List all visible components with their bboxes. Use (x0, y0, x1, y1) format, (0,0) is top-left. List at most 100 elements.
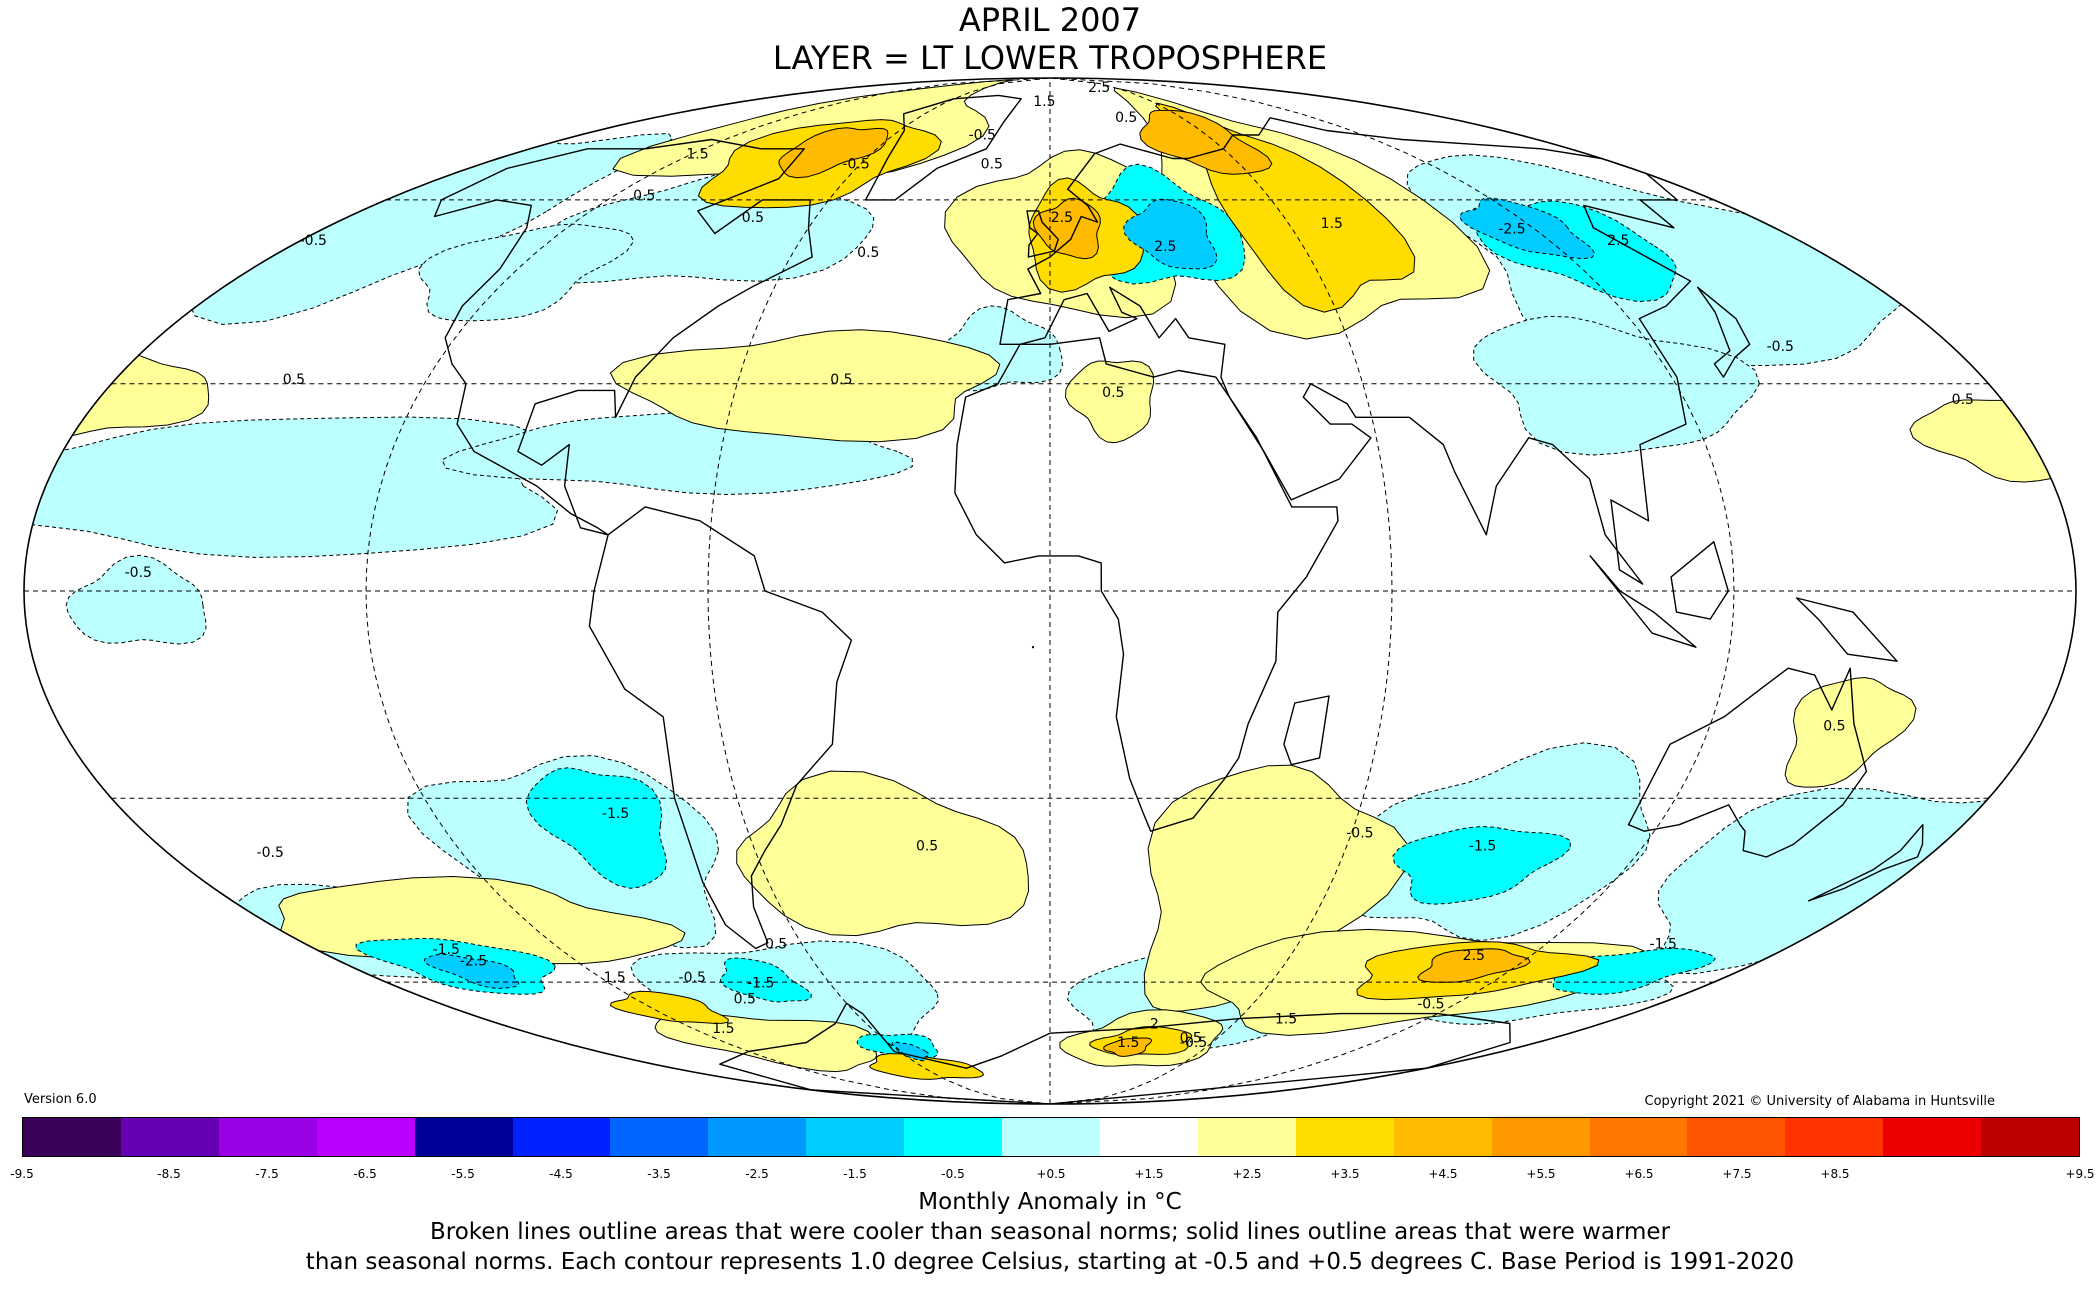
colorbar-tick-label: -1.5 (843, 1167, 867, 1181)
contour-label: -1.5 (747, 976, 774, 992)
colorbar-tick-label: -0.5 (941, 1167, 965, 1181)
anomaly-region (1139, 109, 1273, 175)
map-boundary (23, 77, 2077, 1105)
colorbar-segment (1099, 1118, 1198, 1156)
world-map: 1.5 0.5 0.5 -0.5 0.5 -0.5 1.5 0.5 -0.5 2.5 2.5 0.5 2… (23, 77, 2077, 1105)
colorbar-tick-label: +1.5 (1134, 1167, 1164, 1181)
contour-label: 0.5 (916, 839, 938, 855)
anomaly-region (65, 554, 207, 645)
contour-label: 1.5 (1321, 216, 1343, 232)
continent-new-guinea (1795, 597, 1898, 662)
contour-label: 2.5 (1607, 233, 1629, 249)
copyright-label: Copyright 2021 © University of Alabama i… (1644, 1094, 1995, 1109)
contour-label: -0.5 (842, 156, 869, 172)
colorbar-tick-label: -5.5 (451, 1167, 475, 1181)
anomaly-region (610, 990, 729, 1024)
colorbar-tick-label: -3.5 (647, 1167, 671, 1181)
continent-eurasia (999, 117, 1692, 585)
contour-label: -1.5 (602, 806, 629, 822)
contour-label: 1.5 (686, 147, 708, 163)
continent-borneo (1670, 541, 1729, 620)
contour-label: 0.5 (1102, 385, 1124, 401)
colorbar-segment (1002, 1118, 1100, 1156)
continent-australia (1627, 667, 1868, 858)
colorbar-segment (806, 1118, 905, 1156)
contour-label: 2.5 (1051, 210, 1073, 226)
colorbar-tick-label: +6.5 (1624, 1167, 1654, 1181)
contour-label: -0.5 (679, 970, 706, 986)
contour-label: -0.5 (1417, 997, 1444, 1013)
anomaly-region (1103, 1037, 1153, 1057)
units-caption: Monthly Anomaly in °C (918, 1189, 1182, 1215)
contour-label: 1.5 (712, 1021, 734, 1037)
contour-label: 0.5 (1823, 719, 1845, 735)
anomaly-region (1123, 198, 1218, 270)
anomaly-region (1909, 399, 2076, 483)
colorbar-segment (414, 1118, 513, 1156)
meridian-line (707, 78, 1051, 1104)
colorbar-tick-label: +2.5 (1232, 1167, 1262, 1181)
contour-label: -0.5 (1180, 1035, 1207, 1051)
colorbar-segment (1491, 1118, 1590, 1156)
colorbar-tick-label: +9.5 (2065, 1167, 2095, 1181)
contour-label: -0.5 (125, 565, 152, 581)
map-subtitle: LAYER = LT LOWER TROPOSPHERE (772, 39, 1328, 77)
continent-japan (1697, 286, 1751, 378)
anomaly-region (1417, 948, 1531, 983)
contour-label: 0.5 (1115, 110, 1137, 126)
colorbar-segment (610, 1118, 709, 1156)
contour-label: 0.5 (283, 372, 305, 388)
colorbar (22, 1117, 2080, 1157)
caption-line-1: Broken lines outline areas that were coo… (429, 1219, 1671, 1245)
colorbar-segment (512, 1118, 611, 1156)
colorbar-segment (316, 1118, 415, 1156)
colorbar-segment (1393, 1118, 1492, 1156)
contour-labels: 1.50.50.5-0.50.5-0.51.50.5-0.52.52.50.52… (125, 80, 1974, 1051)
colorbar-segment (218, 1118, 317, 1156)
colorbar-tick-label: +4.5 (1428, 1167, 1458, 1181)
colorbar-segment (904, 1118, 1003, 1156)
colorbar-segment (1687, 1118, 1786, 1156)
anomaly-region (891, 1041, 930, 1062)
colorbar-segment (1589, 1118, 1688, 1156)
anomaly-region (1459, 197, 1596, 260)
colorbar-tick-label: +0.5 (1036, 1167, 1066, 1181)
contour-label: -0.5 (1346, 826, 1373, 842)
colorbar-tick-label: -8.5 (157, 1167, 181, 1181)
contour-label: -2.5 (1498, 222, 1525, 238)
colorbar-segment (23, 1118, 121, 1156)
continent-outlines (433, 94, 1924, 1104)
contour-label: 0.5 (633, 188, 655, 204)
colorbar-tick-label: -9.5 (10, 1167, 34, 1181)
colorbar-tick-label: +3.5 (1330, 1167, 1360, 1181)
continent-new-zealand (1807, 824, 1924, 902)
graticule (24, 78, 2076, 1104)
caption-line-2: than seasonal norms. Each contour repres… (305, 1249, 1795, 1275)
contour-label: 1.5 (1275, 1012, 1297, 1028)
colorbar-tick-label: +8.5 (1820, 1167, 1850, 1181)
anomaly-region (525, 767, 667, 889)
anomaly-region (1656, 787, 2076, 975)
anomaly-region (736, 770, 1029, 937)
colorbar-segment (1883, 1118, 1982, 1156)
contour-label: -2.5 (460, 954, 487, 970)
continent-greenland (864, 94, 1022, 201)
anomaly-region (1031, 645, 1035, 649)
contour-label: 0.5 (1180, 1031, 1202, 1047)
meridian-line (1049, 78, 1735, 1104)
contour-label: 1.5 (604, 970, 626, 986)
anomaly-region (1065, 360, 1155, 444)
anomaly-region (654, 1013, 878, 1073)
meridian-line (1049, 78, 1393, 1104)
anomaly-region (1784, 677, 1917, 788)
continent-antarctica (719, 1002, 1511, 1104)
map-title: APRIL 2007 (958, 1, 1142, 39)
contour-label: -0.5 (257, 845, 284, 861)
contour-label: 0.5 (830, 372, 852, 388)
colorbar-tick-label: +5.5 (1526, 1167, 1556, 1181)
colorbar-segment (1981, 1118, 2080, 1156)
contour-label: 2.5 (1154, 239, 1176, 255)
colorbar-tick-label: -2.5 (745, 1167, 769, 1181)
continent-uk (1026, 210, 1059, 258)
contour-label: -0.5 (969, 128, 996, 144)
